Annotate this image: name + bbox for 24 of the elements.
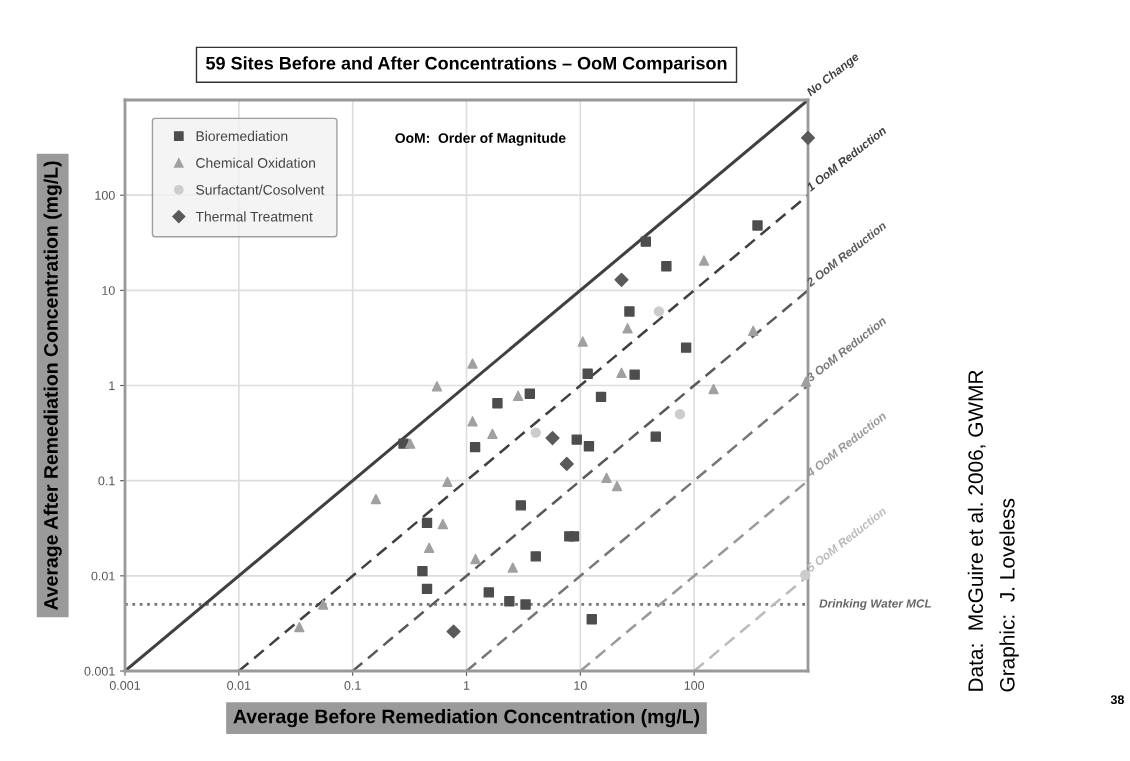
x-tick-label: 0.001	[109, 681, 141, 690]
chart-title: 59 Sites Before and After Concentrations – OoM Comparison	[206, 56, 727, 74]
y-tick-label: 100	[95, 190, 115, 200]
x-tick-label: 1	[463, 681, 470, 690]
y-tick-label: 10	[102, 286, 115, 295]
x-tick-label: 10	[574, 681, 587, 690]
x-tick-label: 100	[684, 681, 705, 690]
y-tick-label: 0.001	[84, 666, 115, 676]
y-axis-title: Average After Remediation Concentration (mg/L)	[43, 161, 62, 611]
y-tick-label: 0.1	[98, 476, 115, 486]
text: Graphic: J. Loveless	[999, 498, 1019, 692]
y-tick-label: 1	[109, 381, 115, 391]
ref-line-label: Drinking Water MCL	[819, 598, 932, 610]
y-tick-label: 0.01	[91, 571, 115, 581]
text: 38	[1110, 695, 1124, 705]
text: Data: McGuire et al. 2006, GWMR	[967, 370, 986, 691]
legend-label: Bioremediation	[196, 130, 288, 142]
annotation: OoM: Order of Magnitude	[395, 132, 566, 146]
x-tick-label: 0.01	[227, 681, 251, 690]
x-tick-label: 0.1	[344, 681, 361, 690]
legend-label: Thermal Treatment	[195, 211, 313, 222]
x-axis-title: Average Before Remediation Concentration (mg/L)	[233, 709, 700, 728]
legend-label: Surfactant/Cosolvent	[196, 184, 325, 195]
legend-label: Chemical Oxidation	[196, 157, 316, 168]
